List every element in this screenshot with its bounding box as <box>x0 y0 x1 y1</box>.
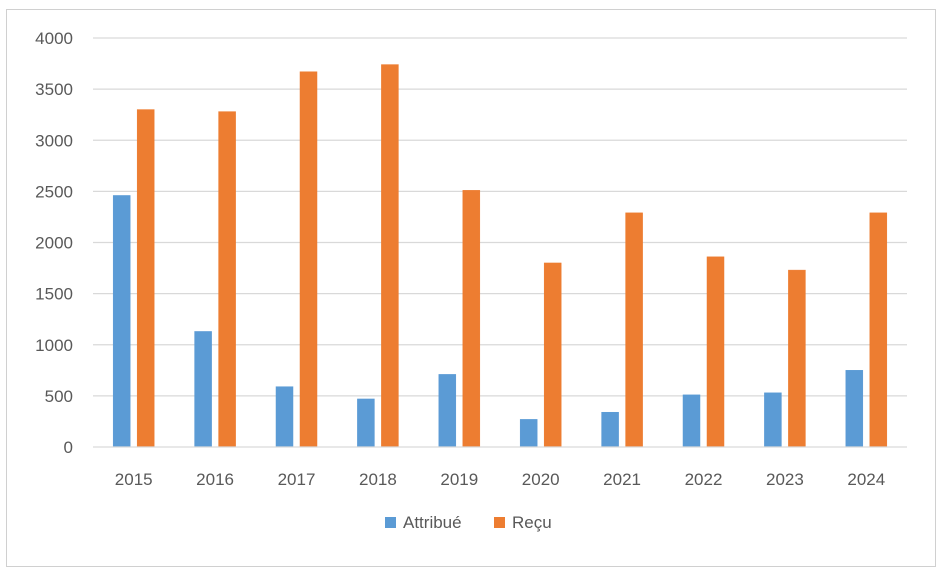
legend-swatch <box>494 517 505 528</box>
gridlines <box>93 37 907 397</box>
y-tick-label: 4000 <box>35 29 73 48</box>
x-axis-ticks: 2015 2016 2017 2018 2019 2020 2021 2022 2023 2024 <box>115 470 885 489</box>
bar-attribue-2024 <box>845 370 864 448</box>
y-tick-label: 1000 <box>35 336 73 355</box>
bar-recu-2020 <box>543 262 562 448</box>
bar-attribue-2016 <box>194 331 212 448</box>
x-tick-label: 2020 <box>522 470 560 489</box>
bar-attribue-2017 <box>275 386 294 448</box>
y-tick-label: 0 <box>64 438 73 457</box>
bar-recu-2022 <box>706 256 725 448</box>
bar-attribue-2023 <box>764 392 782 448</box>
bar-attribue-2018 <box>357 398 375 448</box>
x-tick-label: 2016 <box>196 470 234 489</box>
y-tick-label: 2500 <box>35 182 73 201</box>
legend-label: Reçu <box>512 513 552 532</box>
bars <box>112 64 888 448</box>
bar-attribue-2021 <box>601 411 619 448</box>
bar-recu-2018 <box>381 64 399 448</box>
chart-frame: 0 500 1000 1500 2000 2500 3000 3500 4000 2015 201… <box>6 9 936 567</box>
bar-attribue-2022 <box>682 394 701 448</box>
bar-attribue-2020 <box>519 419 538 448</box>
bar-recu-2023 <box>788 269 806 448</box>
bar-attribue-2015 <box>112 195 131 448</box>
y-tick-label: 3000 <box>35 131 73 150</box>
x-tick-label: 2018 <box>359 470 397 489</box>
x-tick-label: 2017 <box>278 470 316 489</box>
legend-label: Attribué <box>403 513 462 532</box>
bar-recu-2019 <box>462 190 481 448</box>
legend-swatch <box>385 517 396 528</box>
y-tick-label: 500 <box>45 387 73 406</box>
legend: Attribué Reçu <box>385 513 552 532</box>
x-tick-label: 2015 <box>115 470 153 489</box>
bar-recu-2017 <box>299 71 318 448</box>
x-tick-label: 2021 <box>603 470 641 489</box>
x-tick-label: 2022 <box>685 470 723 489</box>
bar-recu-2015 <box>136 109 155 448</box>
bar-recu-2016 <box>218 111 236 448</box>
y-tick-label: 3500 <box>35 80 73 99</box>
x-tick-label: 2023 <box>766 470 804 489</box>
bar-recu-2021 <box>625 212 643 448</box>
y-tick-label: 2000 <box>35 234 73 253</box>
bar-attribue-2019 <box>438 374 457 448</box>
x-tick-label: 2019 <box>440 470 478 489</box>
y-axis-ticks: 0 500 1000 1500 2000 2500 3000 3500 4000 <box>35 29 73 457</box>
x-tick-label: 2024 <box>847 470 885 489</box>
y-tick-label: 1500 <box>35 285 73 304</box>
bar-recu-2024 <box>869 212 888 448</box>
